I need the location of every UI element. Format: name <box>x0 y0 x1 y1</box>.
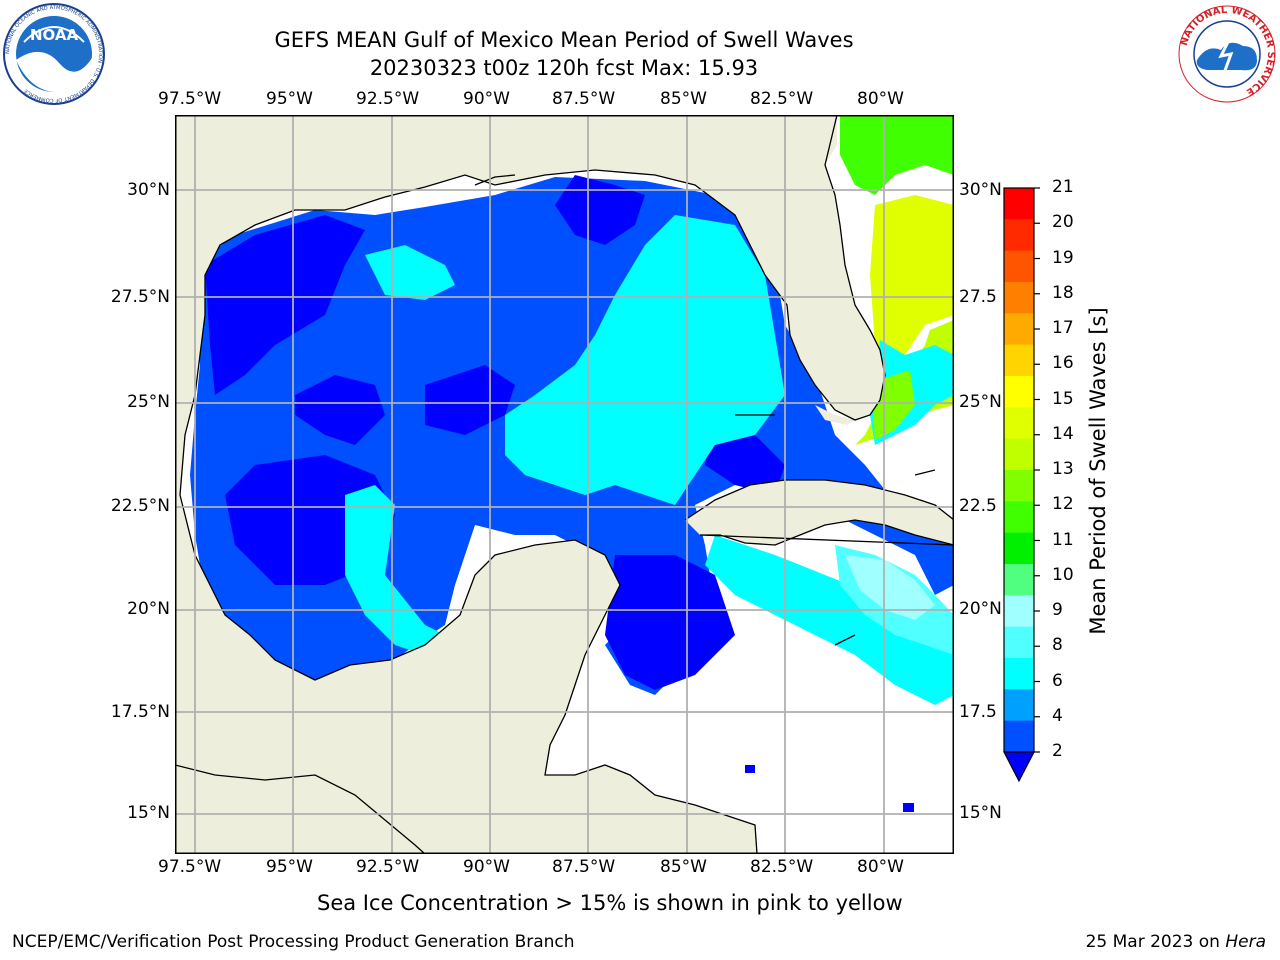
lon-label-bottom: 92.5°W <box>356 857 420 877</box>
lon-label-bottom: 85°W <box>660 857 707 877</box>
graticule <box>175 115 954 854</box>
colorbar-tick-label: 17 <box>1052 318 1074 338</box>
swell-field-8-9s <box>845 555 935 620</box>
lat-label-left: 22.5°N <box>110 496 170 516</box>
colorbar-block <box>1004 219 1034 252</box>
colorbar-block <box>1004 658 1034 690</box>
swell-field-atlantic-green <box>840 115 954 195</box>
lat-label-right: 27.5 <box>959 287 997 307</box>
colorbar-block <box>1004 532 1034 565</box>
lon-label-bottom: 90°W <box>463 857 510 877</box>
map-panel <box>175 115 954 854</box>
sea-ice-note: Sea Ice Concentration > 15% is shown in … <box>317 891 903 915</box>
colorbar-tick-label: 16 <box>1052 353 1074 374</box>
map-title: GEFS MEAN Gulf of Mexico Mean Period of … <box>274 28 854 52</box>
colorbar-tick-label: 11 <box>1052 529 1074 550</box>
colorbar-title: Mean Period of Swell Waves [s] <box>1086 307 1110 635</box>
swell-field-atlantic-yellow <box>870 195 954 370</box>
footer-host: Hera <box>1225 932 1266 952</box>
nws-logo: NATIONAL WEATHER SERVICE <box>1177 4 1277 104</box>
colorbar-tick-label: 4 <box>1052 705 1063 726</box>
footer-branch: NCEP/EMC/Verification Post Processing Pr… <box>12 932 575 952</box>
colorbar-tick-label: 6 <box>1052 670 1063 691</box>
lat-label-right: 25°N <box>959 392 1002 412</box>
lon-label-top: 82.5°W <box>750 89 814 109</box>
land-north-america <box>175 115 885 854</box>
colorbar-block <box>1004 501 1034 534</box>
lat-label-right: 17.5 <box>959 702 997 722</box>
colorbar-block <box>1004 470 1034 502</box>
lat-label-left: 27.5°N <box>110 287 170 307</box>
lon-label-bottom: 97.5°W <box>158 857 222 877</box>
lon-label-top: 95°W <box>266 89 313 109</box>
lon-label-top: 90°W <box>463 89 510 109</box>
lat-label-left: 17.5°N <box>110 702 170 722</box>
colorbar-tick-label: 13 <box>1052 459 1074 479</box>
footer-date: 25 Mar 2023 on Hera <box>1086 932 1266 952</box>
lon-label-top: 92.5°W <box>356 89 420 109</box>
colorbar-tick-label: 20 <box>1052 212 1074 233</box>
colorbar-block <box>1004 689 1034 722</box>
noaa-logo-text: NOAA <box>30 26 79 44</box>
colorbar-block <box>1004 313 1034 346</box>
lat-label-right: 15°N <box>959 803 1002 823</box>
colorbar-tick-label: 15 <box>1052 388 1074 409</box>
land-florida-keys <box>815 405 855 425</box>
colorbar-block <box>1004 407 1034 440</box>
map-subtitle: 20230323 t00z 120h fcst Max: 15.93 <box>369 56 759 80</box>
colorbar-block <box>1004 626 1034 659</box>
swell-field-4-6s <box>345 215 954 705</box>
lon-label-top: 80°W <box>857 89 904 109</box>
colorbar-block <box>1004 188 1034 220</box>
lat-label-left: 25°N <box>127 392 170 412</box>
colorbar-tick-label: 9 <box>1052 600 1063 620</box>
colorbar-block <box>1004 720 1034 753</box>
colorbar-block <box>1004 595 1034 628</box>
lon-label-top: 85°W <box>660 89 707 109</box>
colorbar-block <box>1004 250 1034 283</box>
colorbar-block <box>1004 376 1034 408</box>
colorbar-tick-label: 14 <box>1052 423 1074 444</box>
colorbar-block <box>1004 564 1034 596</box>
noaa-logo: NOAA NATIONAL OCEANIC AND ATMOSPHERIC AD… <box>2 2 106 106</box>
colorbar-tick-label: 10 <box>1052 564 1074 585</box>
lon-label-top: 97.5°W <box>158 89 222 109</box>
land-cuba <box>685 480 954 545</box>
colorbar-extend-arrow <box>1003 751 1035 783</box>
lon-label-bottom: 87.5°W <box>552 857 616 877</box>
colorbar-tick-label: 12 <box>1052 494 1074 515</box>
colorbar-tick-label: 19 <box>1052 247 1074 268</box>
colorbar-tick-label: 18 <box>1052 282 1074 303</box>
lat-label-left: 20°N <box>127 599 170 619</box>
colorbar-tick-label: 2 <box>1052 741 1063 761</box>
lon-label-top: 87.5°W <box>552 89 616 109</box>
lon-label-bottom: 95°W <box>266 857 313 877</box>
lon-label-bottom: 80°W <box>857 857 904 877</box>
colorbar <box>1003 187 1040 783</box>
lat-label-right: 22.5 <box>959 496 997 516</box>
colorbar-block <box>1004 438 1034 471</box>
lat-label-right: 30°N <box>959 180 1002 200</box>
lat-label-left: 30°N <box>127 180 170 200</box>
colorbar-block <box>1004 344 1034 377</box>
colorbar-tick-label: 21 <box>1052 177 1074 197</box>
colorbar-block <box>1004 282 1034 314</box>
footer-date-text: 25 Mar 2023 on <box>1085 932 1226 952</box>
lat-label-left: 15°N <box>127 803 170 823</box>
colorbar-tick-label: 8 <box>1052 635 1063 656</box>
lon-label-bottom: 82.5°W <box>750 857 814 877</box>
lat-label-right: 20°N <box>959 599 1002 619</box>
